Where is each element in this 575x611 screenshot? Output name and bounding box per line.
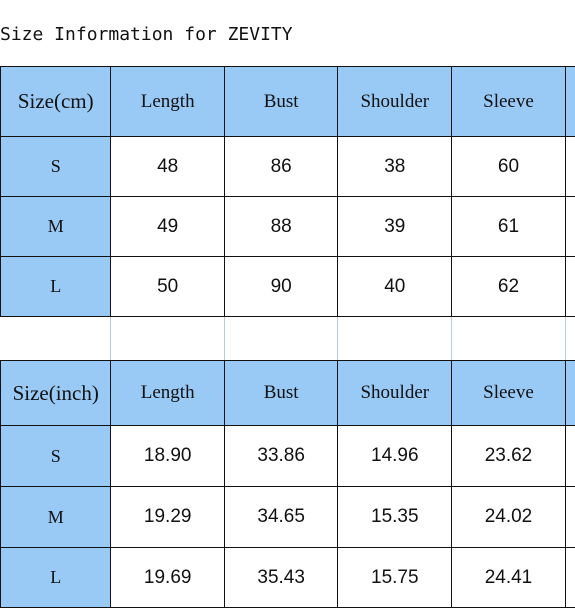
cm-header-stub xyxy=(564,66,575,137)
cm-header-row: Size(cm) Length Bust Shoulder Sleeve xyxy=(0,66,575,137)
inch-header-sleeve: Sleeve xyxy=(451,360,566,426)
cm-size-label: S xyxy=(0,136,112,197)
inch-bust-value: 35.43 xyxy=(223,547,339,608)
cm-header-size: Size(cm) xyxy=(0,66,112,137)
cm-header-bust: Bust xyxy=(223,66,339,137)
inch-bust-value: 33.86 xyxy=(223,425,339,487)
inch-header-length: Length xyxy=(110,360,225,426)
inch-row-m: M 19.29 34.65 15.35 24.02 xyxy=(0,486,575,548)
spacer-cell xyxy=(110,316,225,361)
size-chart-table: Size(cm) Length Bust Shoulder Sleeve S 4… xyxy=(0,66,575,608)
cm-shoulder-value: 38 xyxy=(337,136,453,197)
inch-header-bust: Bust xyxy=(223,360,339,426)
cm-bust-value: 88 xyxy=(223,196,339,257)
cm-sleeve-value: 60 xyxy=(451,136,566,197)
inch-row-stub xyxy=(564,547,575,608)
cm-length-value: 48 xyxy=(110,136,225,197)
cm-row-stub xyxy=(564,256,575,317)
cm-header-shoulder: Shoulder xyxy=(337,66,453,137)
cm-size-label: L xyxy=(0,256,112,317)
spacer-cell xyxy=(0,316,111,361)
cm-size-label: M xyxy=(0,196,112,257)
inch-bust-value: 34.65 xyxy=(223,486,339,548)
inch-row-stub xyxy=(564,486,575,548)
inch-shoulder-value: 15.75 xyxy=(337,547,453,608)
inch-size-label: L xyxy=(0,547,112,608)
cm-sleeve-value: 62 xyxy=(451,256,566,317)
spacer-cell xyxy=(451,316,566,361)
cm-header-sleeve: Sleeve xyxy=(451,66,566,137)
cm-row-stub xyxy=(564,196,575,257)
spacer-cell xyxy=(337,316,453,361)
inch-header-row: Size(inch) Length Bust Shoulder Sleeve xyxy=(0,360,575,426)
cm-length-value: 50 xyxy=(110,256,225,317)
cm-sleeve-value: 61 xyxy=(451,196,566,257)
inch-sleeve-value: 24.41 xyxy=(451,547,566,608)
spacer-cell xyxy=(223,316,339,361)
inch-length-value: 18.90 xyxy=(110,425,225,487)
cm-shoulder-value: 39 xyxy=(337,196,453,257)
inch-shoulder-value: 14.96 xyxy=(337,425,453,487)
cm-bust-value: 90 xyxy=(223,256,339,317)
cm-row-m: M 49 88 39 61 xyxy=(0,196,575,257)
inch-row-s: S 18.90 33.86 14.96 23.62 xyxy=(0,425,575,487)
inch-row-stub xyxy=(564,425,575,487)
cm-bust-value: 86 xyxy=(223,136,339,197)
inch-header-stub xyxy=(564,360,575,426)
inch-row-l: L 19.69 35.43 15.75 24.41 xyxy=(0,547,575,608)
page-title: Size Information for ZEVITY xyxy=(0,24,293,45)
spacer-cell xyxy=(564,316,575,361)
inch-shoulder-value: 15.35 xyxy=(337,486,453,548)
cm-row-stub xyxy=(564,136,575,197)
inch-sleeve-value: 24.02 xyxy=(451,486,566,548)
spacer-row xyxy=(0,316,575,361)
inch-size-label: S xyxy=(0,425,112,487)
inch-size-label: M xyxy=(0,486,112,548)
inch-sleeve-value: 23.62 xyxy=(451,425,566,487)
cm-shoulder-value: 40 xyxy=(337,256,453,317)
cm-length-value: 49 xyxy=(110,196,225,257)
inch-length-value: 19.29 xyxy=(110,486,225,548)
cm-header-length: Length xyxy=(110,66,225,137)
inch-length-value: 19.69 xyxy=(110,547,225,608)
inch-header-size: Size(inch) xyxy=(0,360,112,426)
cm-row-l: L 50 90 40 62 xyxy=(0,256,575,317)
cm-row-s: S 48 86 38 60 xyxy=(0,136,575,197)
inch-header-shoulder: Shoulder xyxy=(337,360,453,426)
